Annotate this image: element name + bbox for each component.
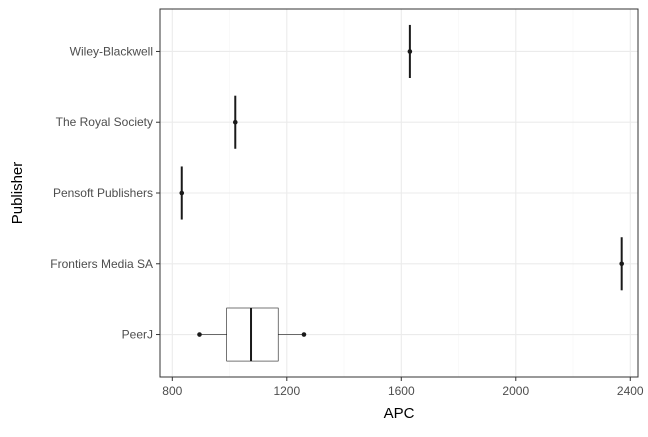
outlier-point (232, 119, 238, 125)
outlier-point (619, 261, 624, 267)
x-tick-label: 800 (162, 384, 182, 398)
outlier-point (301, 332, 307, 337)
axis-ticks: 800 1200 1600 2000 2400 Wiley-Blackwell The Ro… (50, 44, 644, 398)
outlier-point (407, 49, 413, 54)
y-tick-label: The Royal Society (56, 115, 153, 129)
x-tick-label: 1600 (388, 384, 415, 398)
y-tick-label: PeerJ (122, 328, 153, 342)
y-tick-label: Frontiers Media SA (50, 257, 153, 271)
outlier-point (179, 190, 185, 196)
x-tick-label: 2400 (617, 384, 644, 398)
outlier-point (197, 332, 202, 337)
plot-marks (179, 24, 624, 362)
y-axis-title: Publisher (9, 162, 26, 225)
x-tick-label: 2000 (502, 384, 529, 398)
y-tick-label: Wiley-Blackwell (70, 44, 153, 58)
y-tick-label: Pensoft Publishers (53, 186, 153, 200)
major-grid (160, 9, 638, 377)
x-axis-title: APC (384, 405, 415, 422)
x-tick-label: 1200 (273, 384, 300, 398)
box-iqr (226, 307, 279, 362)
